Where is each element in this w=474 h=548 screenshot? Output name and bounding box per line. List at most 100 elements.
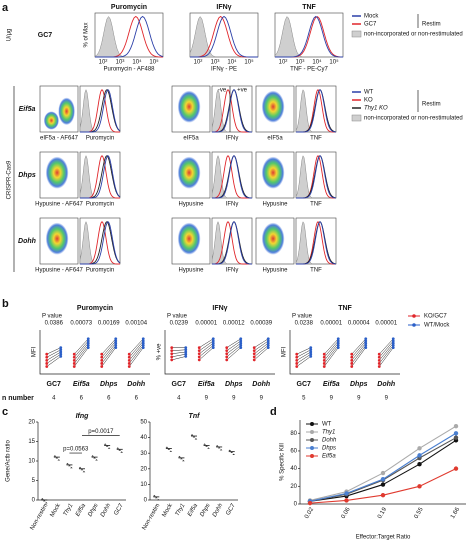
x-tick-label: Eif5a	[187, 502, 199, 517]
n-label: n number	[2, 395, 34, 402]
column-title: TNF	[302, 4, 316, 11]
n-value: 5	[302, 396, 306, 402]
x-tick-label: 10²	[99, 60, 108, 66]
histogram-curve	[212, 154, 252, 199]
pair-dot	[197, 358, 201, 362]
pair-dot	[336, 337, 340, 341]
x-axis-label: Hypusine	[262, 202, 288, 208]
pair-line	[324, 343, 339, 361]
pair-dot	[377, 358, 381, 362]
pair-dot	[170, 355, 174, 359]
panel-title: Tnf	[189, 413, 201, 420]
pair-line	[129, 343, 144, 361]
replicate-point	[91, 455, 94, 457]
replicate-point	[192, 436, 196, 438]
legend-swatch	[310, 446, 314, 450]
pair-dot	[211, 341, 215, 345]
x-axis-label: eIF5a	[267, 136, 283, 142]
legend-label: GC7	[364, 22, 377, 28]
histogram-curve	[190, 15, 258, 58]
y-tick-label: 10	[28, 459, 35, 465]
replicate-point	[95, 459, 98, 461]
x-tick-label: 0.02	[304, 506, 315, 520]
x-axis-label: IFNγ	[226, 136, 239, 142]
legend-label: Dohh	[322, 438, 337, 444]
legend-label: Dhps	[322, 446, 336, 452]
category-label: Eif5a	[73, 381, 90, 388]
y-tick-label: 30	[140, 451, 147, 457]
replicate-point	[165, 446, 169, 448]
x-axis-label: Effector:Target Ratio	[356, 535, 411, 541]
histogram-curve	[275, 15, 343, 58]
annotation: p=0.0563	[63, 447, 89, 453]
n-value: 9	[205, 396, 209, 402]
replicate-point	[93, 457, 96, 459]
p-label: P value	[167, 314, 188, 320]
x-tick-label: 10³	[211, 60, 220, 66]
series-point	[380, 477, 386, 482]
p-value: 0.00001	[375, 321, 397, 327]
pair-line	[171, 356, 186, 361]
pair-dot	[127, 358, 131, 362]
pair-line	[324, 345, 339, 364]
y-tick-label: 10	[140, 482, 147, 488]
x-tick-label: Dohh	[212, 502, 225, 518]
pair-dot	[266, 341, 270, 345]
y-tick-label: 20	[28, 420, 35, 426]
legend-header: Restim	[422, 22, 441, 28]
n-value: 6	[107, 396, 111, 402]
series-point	[453, 431, 459, 436]
pair-dot	[309, 352, 313, 356]
series-point	[417, 484, 422, 489]
category-label: Dhps	[350, 381, 368, 388]
replicate-point	[205, 445, 208, 447]
category-label: GC7	[47, 381, 62, 388]
pair-dot	[184, 350, 188, 354]
axis	[289, 330, 400, 375]
pair-dot	[295, 358, 299, 362]
pair-line	[351, 340, 366, 358]
pair-dot	[184, 346, 188, 349]
axis	[39, 330, 150, 375]
replicate-point	[68, 464, 71, 467]
panel-label: d	[270, 406, 277, 418]
pair-dot	[364, 339, 368, 343]
replicate-point	[232, 453, 235, 456]
x-axis-label: Puromycin	[86, 268, 114, 274]
pair-line	[254, 343, 269, 354]
pair-dot	[391, 337, 395, 341]
x-tick-label: Mock	[50, 502, 63, 518]
x-tick-label: 10⁴	[312, 59, 322, 66]
pair-dot	[391, 344, 395, 347]
pair-line	[46, 356, 61, 367]
pair-dot	[59, 350, 63, 354]
replicate-point	[178, 455, 181, 458]
pair-line	[101, 338, 116, 355]
pair-line	[129, 347, 144, 367]
pair-dot	[45, 355, 49, 359]
pair-dot	[114, 339, 118, 343]
pair-line	[129, 340, 144, 358]
pair-line	[226, 340, 241, 351]
histogram-curve	[296, 221, 336, 265]
pair-dot	[100, 365, 104, 368]
y-tick-label: 0	[144, 498, 148, 504]
legend-swatch	[310, 430, 314, 434]
legend-swatch	[351, 30, 362, 38]
replicate-point	[53, 455, 57, 457]
x-tick-label: 0.19	[377, 506, 388, 520]
replicate-point	[105, 445, 109, 447]
pair-dot	[309, 355, 313, 358]
replicate-point	[180, 457, 183, 460]
series-point	[380, 482, 386, 487]
pair-dot	[86, 339, 90, 343]
n-value: 9	[232, 396, 236, 402]
x-axis-label: IFNγ - PE	[211, 67, 237, 73]
density-frame	[39, 85, 79, 133]
histogram-curve	[274, 16, 343, 58]
legend-label: Eif5a	[322, 454, 336, 460]
p-label: P value	[292, 314, 313, 320]
pair-dot	[350, 352, 354, 356]
replicate-point	[217, 446, 221, 449]
x-tick-label: Non-restim	[142, 503, 162, 531]
